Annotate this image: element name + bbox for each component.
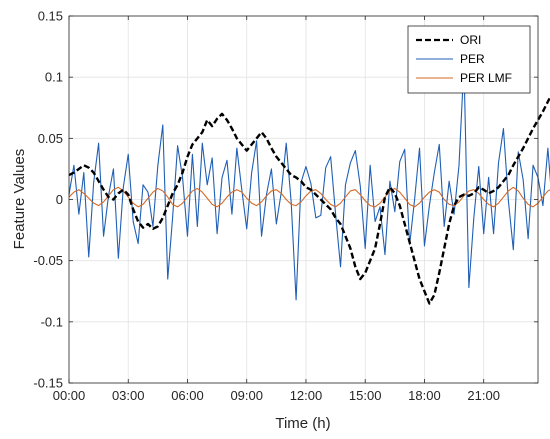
y-tick-label: 0.15 — [38, 9, 63, 24]
series-line-per — [68, 63, 550, 301]
x-tick-label: 21:00 — [467, 388, 500, 403]
x-tick-label: 09:00 — [230, 388, 263, 403]
x-tick-label: 03:00 — [112, 388, 145, 403]
legend-label-per-lmf: PER LMF — [460, 71, 512, 85]
legend-label-per: PER — [460, 52, 485, 66]
y-tick-label: -0.05 — [33, 253, 63, 268]
ticks: 00:00 03:00 06:00 09:00 12:00 15:00 18:00 21:00… — [33, 9, 538, 403]
x-tick-label: 18:00 — [408, 388, 441, 403]
y-tick-label: -0.1 — [41, 314, 63, 329]
series-layer — [68, 63, 550, 305]
y-tick-label: 0.1 — [45, 70, 63, 85]
x-axis-label: Time (h) — [275, 415, 330, 432]
series-line-per-lmf — [68, 186, 550, 208]
legend-label-ori: ORI — [460, 33, 481, 47]
y-axis-label: Feature Values — [11, 149, 28, 250]
legend: ORI PER PER LMF — [407, 25, 531, 94]
x-tick-label: 06:00 — [171, 388, 204, 403]
x-tick-label: 15:00 — [349, 388, 382, 403]
y-tick-label: 0.05 — [38, 131, 63, 146]
x-tick-label: 00:00 — [53, 388, 86, 403]
y-tick-label: 0 — [56, 192, 63, 207]
x-tick-label: 12:00 — [290, 388, 323, 403]
y-tick-label: -0.15 — [33, 376, 63, 391]
